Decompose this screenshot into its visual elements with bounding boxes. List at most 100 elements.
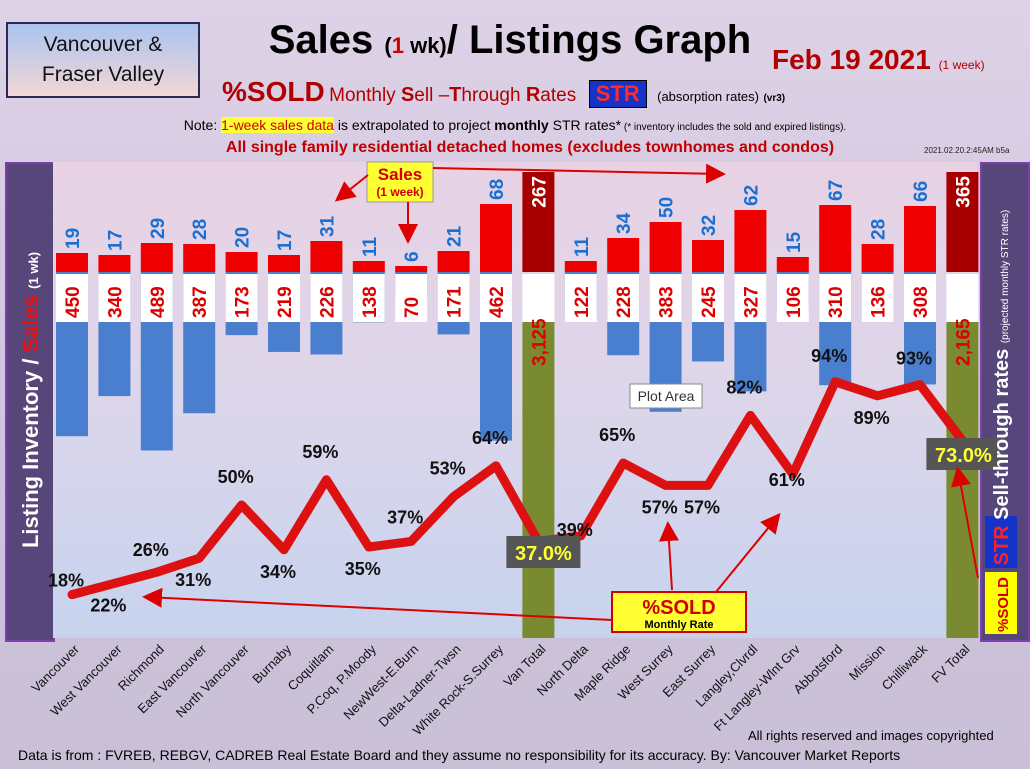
report-date: Feb 19 2021 (1 week) <box>772 44 985 76</box>
listing-label-bg-abbotsford <box>819 274 852 322</box>
listing-bar-van-total <box>522 322 555 638</box>
title-sales: Sales <box>268 18 385 62</box>
listing-label-bg-newwest-e-burn <box>395 274 428 322</box>
sales-callout-line-1: Sales <box>378 165 422 184</box>
sales-label-ft-langley-wlnt-grv: 15 <box>784 231 805 253</box>
listing-label-west-vancouver: 340 <box>105 286 126 318</box>
listing-label-van-total: 3,125 <box>529 318 550 366</box>
pct-label-maple-ridge: 65% <box>599 425 635 445</box>
sales-bar-north-delta <box>564 261 597 272</box>
str-badge: STR <box>588 80 647 108</box>
listing-label-east-vancouver: 387 <box>190 286 211 318</box>
pct-label-langley-clvrdl: 82% <box>726 377 762 397</box>
listing-label-bg-coquitlam <box>310 274 343 322</box>
sales-bar-p-coq-p-moody <box>352 261 385 272</box>
title-paren-open: ( <box>384 33 392 58</box>
sales-bar-richmond <box>140 243 173 272</box>
listing-label-bg-chilliwack <box>904 274 936 322</box>
version-note: (vr3) <box>763 93 786 104</box>
plot-area-tooltip-box <box>629 383 703 409</box>
absorption-note: (absorption rates) <box>657 89 759 104</box>
pct-label-ft-langley-wlnt-grv: 61% <box>769 470 805 490</box>
plot-area-tooltip: Plot Area <box>638 388 695 404</box>
footer-rights: All rights reserved and images copyright… <box>748 728 994 743</box>
pct-label-east-vancouver: 31% <box>175 570 211 590</box>
pct-label-north-delta: 39% <box>557 520 593 540</box>
listing-label-bg-fv-total <box>946 274 979 322</box>
sales-bar-north-vancouver <box>225 252 258 272</box>
sales-bar-white-rock-s-surrey <box>480 204 512 272</box>
annotation-layer: Listing Inventory / Sales (1 wk) %SOLD S… <box>18 161 1017 634</box>
sales-label-chilliwack: 66 <box>911 181 932 202</box>
note-bold: monthly <box>494 117 549 133</box>
arrow-sales-coquitlam <box>334 174 369 202</box>
sales-bar-van-total <box>522 172 555 272</box>
listing-label-bg-west-vancouver <box>98 274 131 322</box>
listing-label-bg-north-delta <box>564 274 597 322</box>
line-layer <box>67 377 967 600</box>
sales-label-north-vancouver: 20 <box>233 227 254 248</box>
listing-label-bg-burnaby <box>268 274 300 322</box>
region-box: Vancouver & Fraser Valley <box>6 22 200 98</box>
listing-label-bg-van-total <box>522 274 555 322</box>
region-line-1: Vancouver & <box>43 33 163 56</box>
listing-label-maple-ridge: 228 <box>614 286 635 318</box>
left-axis-title: Listing Inventory / Sales (1 wk) <box>18 252 43 548</box>
listing-label-chilliwack: 308 <box>911 286 932 318</box>
note-end: STR rates* <box>548 117 622 133</box>
subtitle-monthly: Monthly <box>329 85 401 106</box>
sales-label-north-delta: 11 <box>572 236 593 257</box>
sales-bar-ft-langley-wlnt-grv <box>776 257 809 272</box>
sold-callout-line-1: %SOLD <box>642 597 715 619</box>
listing-label-bg-north-vancouver <box>225 274 258 322</box>
sales-label-mission: 28 <box>869 219 890 240</box>
sales-label-east-surrey: 32 <box>699 215 720 236</box>
date-note: (1 week) <box>938 58 985 72</box>
listing-label-abbotsford: 310 <box>826 286 847 318</box>
listing-label-bg-richmond <box>140 274 173 322</box>
title-one: 1 <box>391 33 404 58</box>
bars-layer <box>56 172 979 638</box>
listing-label-bg-east-surrey <box>692 274 724 322</box>
subtitle-s: S <box>400 84 415 106</box>
sales-label-west-surrey: 50 <box>657 197 678 218</box>
right-axis-title: %SOLD STR Sell-through rates (projected … <box>991 210 1013 632</box>
listing-label-bg-west-surrey <box>649 274 682 322</box>
listing-label-fv-total: 2,165 <box>953 318 974 366</box>
sales-label-fv-total: 365 <box>953 176 974 208</box>
left-axis-title-slash: / <box>18 352 43 364</box>
sold-label: %SOLD <box>222 76 325 107</box>
right-axis-title-a: %SOLD <box>995 577 1012 632</box>
category-label-north-vancouver: North Vancouver <box>173 641 252 720</box>
page-title: Sales (1 wk)/ Listings Graph <box>220 18 800 63</box>
listing-label-p-coq-p-moody: 138 <box>360 286 381 318</box>
sales-bar-burnaby <box>268 255 300 272</box>
sales-bar-delta-ladner-twsn <box>437 251 470 272</box>
pct-label-p-coq-p-moody: 35% <box>345 559 381 579</box>
region-line-2: Fraser Valley <box>41 63 165 86</box>
listing-label-coquitlam: 226 <box>317 286 338 318</box>
listing-label-bg-langley-clvrdl <box>734 274 767 322</box>
category-label-chilliwack: Chilliwack <box>879 641 931 693</box>
sales-bar-east-vancouver <box>183 244 216 272</box>
sales-bar-maple-ridge <box>607 238 640 272</box>
category-label-mission: Mission <box>846 642 888 684</box>
listing-label-white-rock-s-surrey: 462 <box>487 286 508 318</box>
pct-label-burnaby: 34% <box>260 562 296 582</box>
pct-label-van-total: 37.0% <box>515 543 572 565</box>
right-str-badge-bg <box>985 516 1017 568</box>
subtitle-ates: ates <box>540 85 577 106</box>
subtitle: %SOLD Monthly Sell –Through Rates STR (a… <box>222 76 785 108</box>
subtitle-r: R <box>525 84 541 106</box>
pct-label-white-rock-s-surrey: 64% <box>472 428 508 448</box>
subtitle-ell: ell – <box>414 85 450 106</box>
sales-label-west-vancouver: 17 <box>105 230 126 251</box>
sales-label-east-vancouver: 28 <box>190 219 211 240</box>
callout-arrows <box>142 163 979 621</box>
listing-label-bg-delta-ladner-twsn <box>437 274 470 322</box>
pct-label-newwest-e-burn: 37% <box>387 507 423 527</box>
pct-label-delta-ladner-twsn: 53% <box>430 459 466 479</box>
sales-callout-box <box>366 161 434 203</box>
listing-bar-fv-total <box>946 322 979 638</box>
